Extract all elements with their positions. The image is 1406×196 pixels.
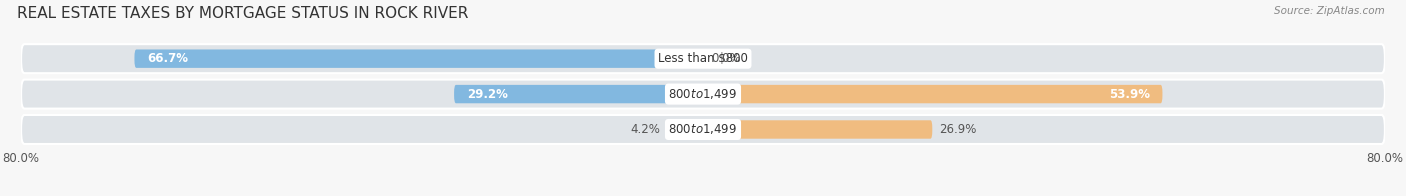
Text: 4.2%: 4.2% [630,123,661,136]
FancyBboxPatch shape [703,85,1163,103]
Text: 66.7%: 66.7% [148,52,188,65]
FancyBboxPatch shape [21,115,1385,144]
Text: 29.2%: 29.2% [467,88,508,101]
Text: $800 to $1,499: $800 to $1,499 [668,87,738,101]
Text: 26.9%: 26.9% [939,123,977,136]
FancyBboxPatch shape [21,44,1385,73]
FancyBboxPatch shape [454,85,703,103]
Text: $800 to $1,499: $800 to $1,499 [668,122,738,136]
Text: 0.0%: 0.0% [711,52,741,65]
Text: REAL ESTATE TAXES BY MORTGAGE STATUS IN ROCK RIVER: REAL ESTATE TAXES BY MORTGAGE STATUS IN … [17,6,468,21]
FancyBboxPatch shape [703,120,932,139]
Text: Source: ZipAtlas.com: Source: ZipAtlas.com [1274,6,1385,16]
FancyBboxPatch shape [21,80,1385,109]
FancyBboxPatch shape [668,120,703,139]
Text: 53.9%: 53.9% [1109,88,1150,101]
FancyBboxPatch shape [135,49,703,68]
Text: Less than $800: Less than $800 [658,52,748,65]
